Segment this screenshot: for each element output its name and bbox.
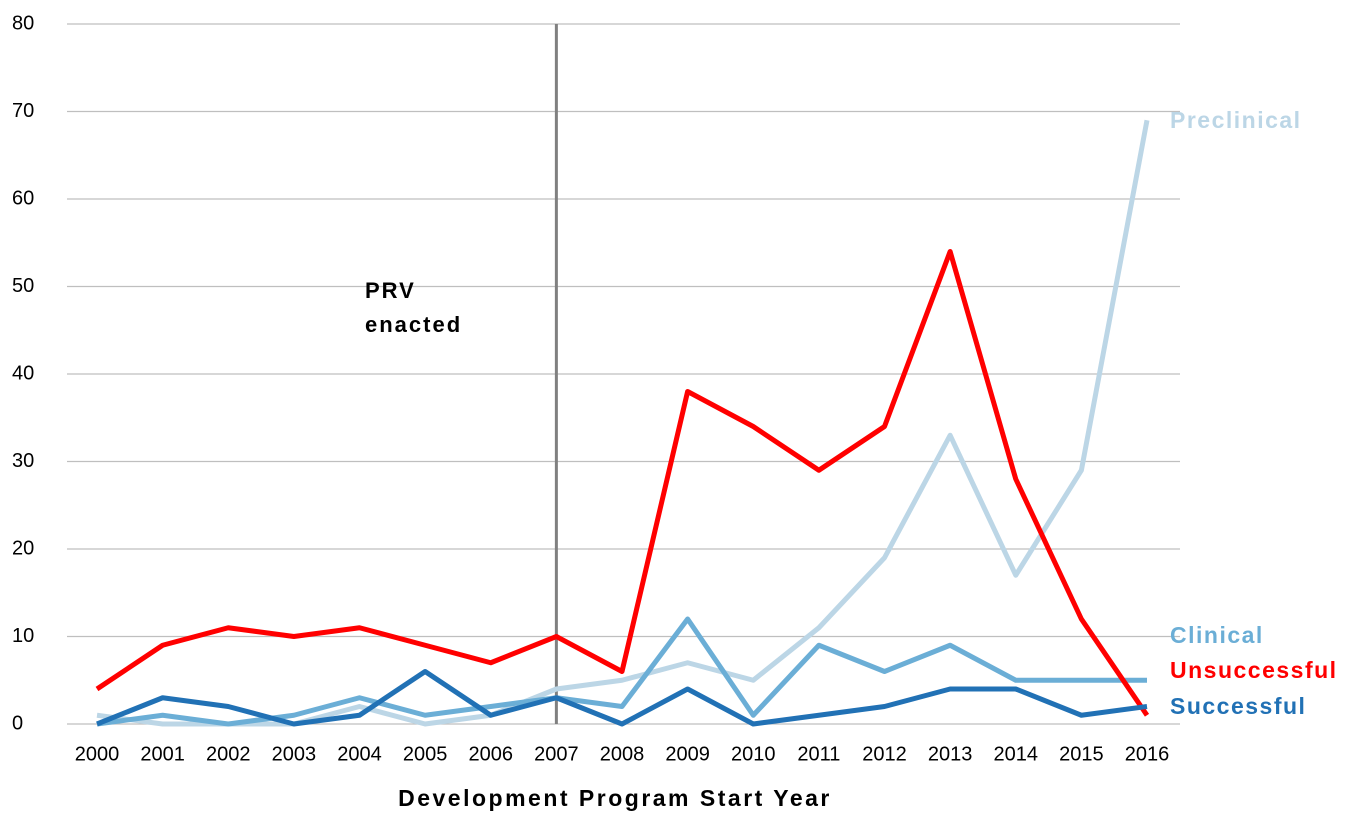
series-line bbox=[96, 669, 1148, 727]
legend-label: Unsuccessful bbox=[1170, 657, 1338, 683]
y-tick-label: 60 bbox=[12, 187, 34, 209]
x-tick-label: 2009 bbox=[665, 743, 710, 765]
y-tick-label: 30 bbox=[12, 450, 34, 472]
x-tick-label: 2002 bbox=[206, 743, 251, 765]
x-tick-label: 2010 bbox=[731, 743, 776, 765]
x-tick-label: 2015 bbox=[1059, 743, 1104, 765]
series-line bbox=[96, 119, 1150, 727]
y-tick-label: 40 bbox=[12, 362, 34, 384]
legend-label: Successful bbox=[1170, 693, 1306, 719]
x-tick-label: 2003 bbox=[272, 743, 317, 765]
x-tick-label: 2006 bbox=[469, 743, 514, 765]
y-tick-label: 80 bbox=[12, 12, 34, 34]
series-line bbox=[95, 249, 1150, 717]
annotation-text: enacted bbox=[365, 312, 462, 337]
x-tick-label: 2004 bbox=[337, 743, 382, 765]
legend-label: Clinical bbox=[1170, 622, 1264, 648]
y-tick-label: 10 bbox=[12, 625, 34, 647]
y-tick-label: 0 bbox=[12, 712, 23, 734]
x-tick-label: 2008 bbox=[600, 743, 645, 765]
x-tick-label: 2014 bbox=[994, 743, 1039, 765]
legend-label: Preclinical bbox=[1170, 107, 1302, 133]
x-tick-label: 2016 bbox=[1125, 743, 1170, 765]
x-axis-label: Development Program Start Year bbox=[398, 785, 832, 811]
x-tick-label: 2012 bbox=[862, 743, 907, 765]
y-tick-label: 70 bbox=[12, 100, 34, 122]
x-tick-label: 2013 bbox=[928, 743, 973, 765]
y-tick-label: 50 bbox=[12, 275, 34, 297]
x-tick-label: 2001 bbox=[140, 743, 185, 765]
annotation-text: PRV bbox=[365, 278, 416, 303]
x-tick-label: 2000 bbox=[75, 743, 120, 765]
x-tick-label: 2007 bbox=[534, 743, 579, 765]
x-tick-label: 2011 bbox=[797, 743, 840, 765]
x-tick-label: 2005 bbox=[403, 743, 448, 765]
y-tick-label: 20 bbox=[12, 537, 34, 559]
